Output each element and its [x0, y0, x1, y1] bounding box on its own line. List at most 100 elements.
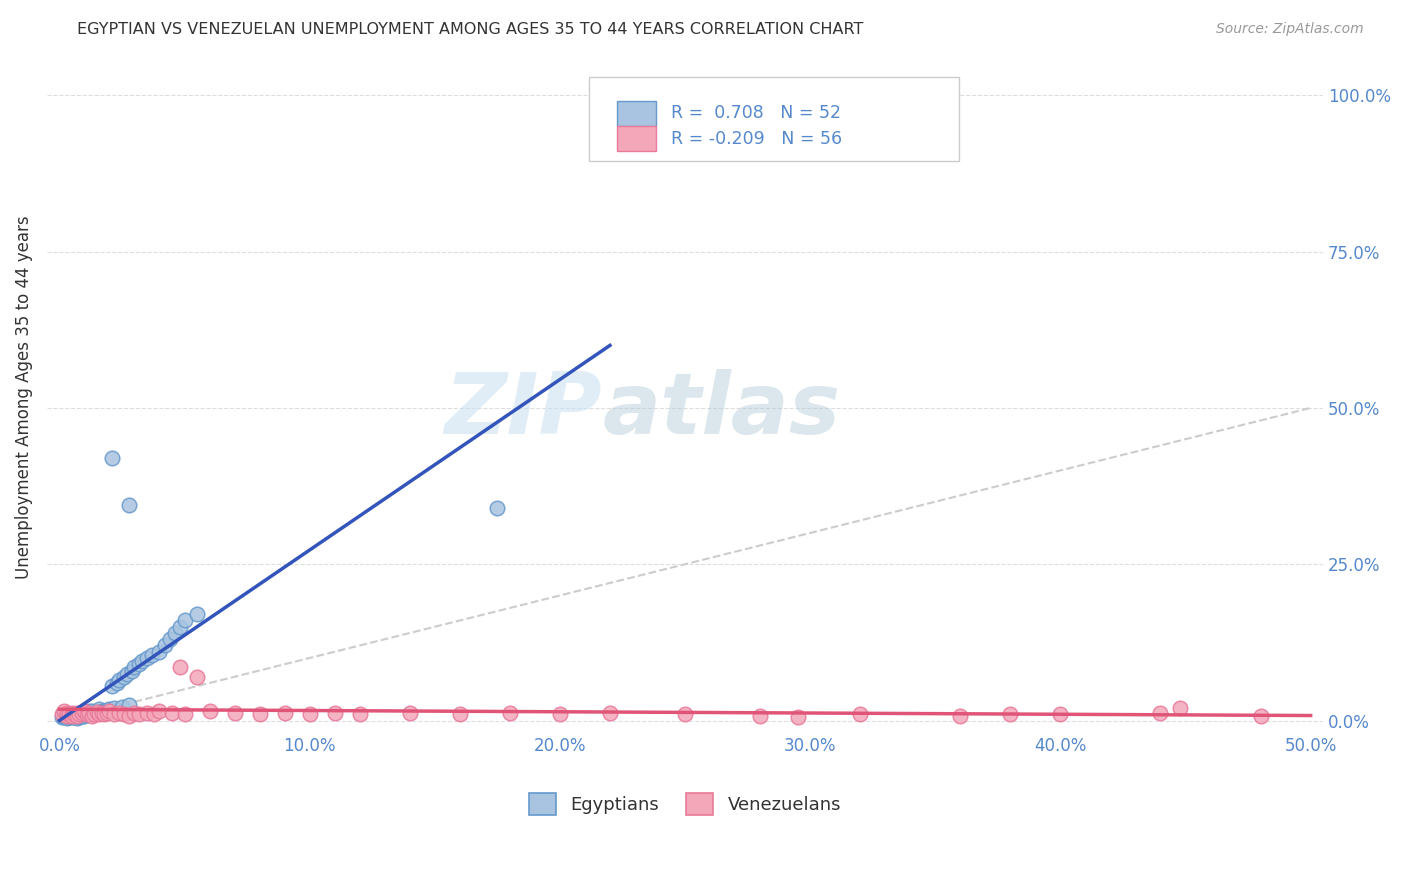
Point — [148, 645, 170, 659]
Text: ZIP: ZIP — [444, 368, 602, 451]
Point — [63, 707, 86, 722]
Point — [56, 711, 79, 725]
Point — [160, 706, 183, 720]
Point — [114, 707, 136, 722]
Point — [98, 704, 121, 718]
Point — [51, 707, 73, 722]
Point — [73, 708, 96, 723]
Point — [60, 708, 83, 723]
Point — [66, 707, 89, 722]
Point — [80, 708, 103, 723]
Point — [66, 711, 89, 725]
Point — [103, 701, 125, 715]
Point — [56, 708, 79, 723]
Point — [298, 707, 321, 722]
Point — [169, 660, 191, 674]
Point — [224, 706, 246, 720]
Point — [80, 706, 103, 721]
FancyBboxPatch shape — [617, 126, 655, 152]
Point — [128, 707, 150, 722]
Point — [118, 708, 141, 723]
Point — [599, 706, 621, 720]
Point — [93, 707, 115, 722]
Point — [111, 699, 134, 714]
Point — [79, 707, 101, 722]
Point — [56, 708, 79, 723]
Point — [53, 704, 76, 718]
Text: R = -0.209   N = 56: R = -0.209 N = 56 — [671, 129, 842, 147]
Point — [96, 703, 118, 717]
Point — [91, 706, 114, 720]
Text: atlas: atlas — [602, 368, 841, 451]
FancyBboxPatch shape — [617, 101, 655, 126]
Point — [105, 676, 128, 690]
Point — [79, 706, 101, 720]
Point — [89, 702, 111, 716]
Point — [73, 706, 96, 720]
Point — [249, 707, 271, 722]
Point — [118, 498, 141, 512]
Point — [118, 698, 141, 712]
Point — [67, 707, 90, 722]
Point — [486, 500, 509, 515]
Point — [83, 706, 105, 720]
Point — [83, 707, 105, 722]
Point — [86, 705, 108, 719]
Point — [186, 670, 208, 684]
Point — [103, 707, 125, 722]
Point — [121, 664, 143, 678]
Text: Source: ZipAtlas.com: Source: ZipAtlas.com — [1216, 22, 1364, 37]
Point — [1049, 707, 1071, 722]
Point — [141, 648, 163, 662]
Y-axis label: Unemployment Among Ages 35 to 44 years: Unemployment Among Ages 35 to 44 years — [15, 215, 32, 579]
Point — [153, 639, 176, 653]
Point — [136, 706, 159, 720]
Point — [51, 710, 73, 724]
Point — [749, 708, 772, 723]
Point — [67, 710, 90, 724]
Point — [67, 706, 90, 721]
Point — [63, 710, 86, 724]
Point — [89, 707, 111, 722]
Point — [80, 704, 103, 718]
Point — [58, 707, 80, 722]
Point — [169, 620, 191, 634]
Point — [1250, 708, 1272, 723]
Point — [786, 710, 808, 724]
Point — [101, 450, 124, 465]
Point — [86, 705, 108, 719]
Point — [1149, 706, 1171, 720]
Point — [58, 709, 80, 723]
Point — [89, 706, 111, 720]
Point — [66, 708, 89, 723]
Point — [159, 632, 181, 647]
Point — [398, 706, 420, 720]
Point — [58, 710, 80, 724]
Point — [124, 660, 146, 674]
Point — [96, 706, 118, 720]
Legend: Egyptians, Venezuelans: Egyptians, Venezuelans — [522, 786, 848, 822]
Point — [173, 614, 195, 628]
Point — [108, 706, 131, 720]
Point — [499, 706, 522, 720]
Point — [70, 706, 93, 720]
Point — [349, 707, 371, 722]
Point — [548, 707, 571, 722]
Point — [323, 706, 346, 720]
Point — [849, 707, 872, 722]
Point — [949, 708, 972, 723]
Point — [66, 706, 89, 720]
Point — [70, 709, 93, 723]
Point — [136, 651, 159, 665]
Point — [131, 654, 153, 668]
Point — [449, 707, 471, 722]
Point — [128, 657, 150, 672]
Point — [60, 707, 83, 722]
Point — [673, 707, 696, 722]
Point — [70, 706, 93, 720]
Point — [93, 704, 115, 718]
Point — [143, 707, 166, 722]
Point — [91, 704, 114, 718]
Point — [108, 673, 131, 687]
Point — [173, 707, 195, 722]
